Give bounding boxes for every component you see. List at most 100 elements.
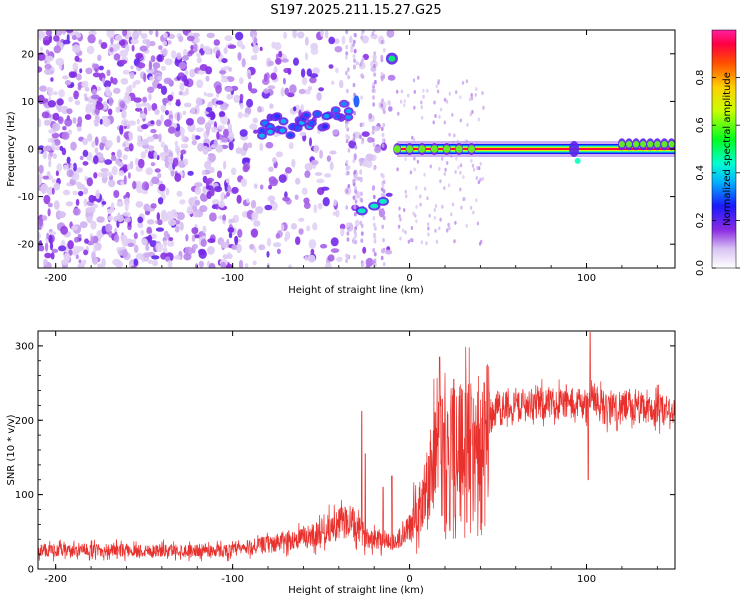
snr-x-tick-label: 0 (406, 574, 412, 585)
noise-blob (119, 125, 124, 135)
noise-blob (330, 237, 339, 247)
noise-blob (117, 161, 124, 167)
noise-blob (300, 68, 306, 78)
scatter-blob (435, 239, 439, 244)
noise-blob (289, 84, 297, 94)
noise-blob (247, 72, 252, 80)
spectrogram-x-tick-label: -100 (221, 273, 244, 284)
scatter-blob (468, 97, 472, 102)
noise-blob (176, 190, 183, 197)
scatter-blob (428, 213, 431, 218)
snr-y-tick-label: 200 (15, 416, 34, 427)
noise-blob (367, 136, 374, 143)
noise-blob (77, 85, 82, 91)
high-branch-core (287, 133, 294, 138)
streak-blob (345, 166, 349, 171)
noise-blob (167, 218, 177, 226)
noise-blob (275, 233, 281, 239)
scatter-blob (415, 219, 418, 224)
scatter-blob (471, 110, 474, 114)
noise-blob (336, 256, 343, 262)
figure-title: S197.2025.211.15.27.G25 (270, 3, 441, 18)
noise-blob (247, 142, 253, 149)
noise-blob (312, 222, 318, 231)
scatter-blob (409, 170, 413, 175)
noise-blob (116, 135, 121, 143)
noise-blob (324, 173, 332, 178)
scatter-blob (479, 161, 482, 166)
noise-blob (113, 53, 121, 61)
noise-blob (241, 58, 246, 68)
streak-blob (380, 255, 384, 261)
scatter-blob (425, 241, 428, 246)
noise-blob (146, 229, 153, 234)
noise-blob (299, 131, 307, 137)
streak-blob (352, 133, 356, 138)
noise-blob (160, 104, 166, 113)
streak-blob (345, 258, 348, 264)
noise-blob (226, 93, 233, 100)
noise-blob (57, 116, 64, 125)
streak-blob (359, 62, 363, 67)
streak-blob (361, 122, 365, 127)
noise-blob (141, 190, 149, 195)
streak-blob (361, 158, 364, 163)
noise-blob (239, 93, 244, 101)
scatter-blob (421, 115, 424, 120)
noise-blob (62, 164, 69, 171)
scatter-blob (459, 187, 462, 192)
noise-blob (177, 72, 185, 78)
noise-blob (253, 37, 258, 44)
noise-blob (238, 246, 242, 251)
noise-blob (134, 157, 139, 166)
noise-blob (308, 239, 317, 249)
scatter-blob (437, 79, 440, 84)
noise-blob (93, 243, 97, 253)
noise-blob (87, 34, 96, 44)
noise-blob (225, 177, 230, 184)
noise-blob (157, 197, 164, 205)
noise-blob (237, 52, 242, 61)
noise-blob (183, 102, 192, 108)
streak-blob (371, 31, 375, 36)
noise-blob (134, 79, 141, 85)
streak-blob (346, 254, 350, 259)
noise-blob (207, 238, 216, 244)
noise-blob (120, 103, 126, 109)
scatter-blob (438, 226, 441, 231)
streak-blob (345, 133, 349, 139)
noise-blob (312, 67, 320, 75)
carrier-lobe (418, 145, 426, 153)
spectrogram-x-tick-label: -200 (44, 273, 67, 284)
noise-blob (215, 203, 219, 210)
noise-blob (141, 238, 148, 246)
noise-blob (275, 57, 282, 65)
noise-blob (314, 172, 323, 176)
noise-blob (107, 108, 113, 116)
noise-blob (215, 100, 224, 105)
noise-blob (56, 163, 63, 172)
noise-blob (388, 106, 393, 112)
streak-blob (360, 73, 364, 78)
noise-blob (328, 36, 336, 45)
noise-blob (52, 153, 58, 159)
noise-blob (167, 126, 176, 134)
noise-blob (148, 40, 156, 47)
noise-blob (259, 142, 264, 152)
noise-blob (39, 217, 43, 227)
noise-blob (122, 154, 128, 160)
noise-blob (107, 179, 116, 188)
streak-blob (372, 248, 376, 253)
noise-blob (43, 194, 51, 205)
noise-blob (228, 131, 235, 141)
noise-blob (163, 144, 169, 154)
noise-blob (253, 183, 258, 189)
noise-blob (272, 157, 277, 164)
noise-blob (49, 241, 54, 251)
noise-blob (213, 39, 220, 46)
noise-blob (265, 141, 274, 149)
noise-blob (220, 241, 228, 249)
noise-blob (77, 234, 82, 238)
noise-blob (118, 170, 125, 177)
noise-blob (259, 46, 263, 52)
